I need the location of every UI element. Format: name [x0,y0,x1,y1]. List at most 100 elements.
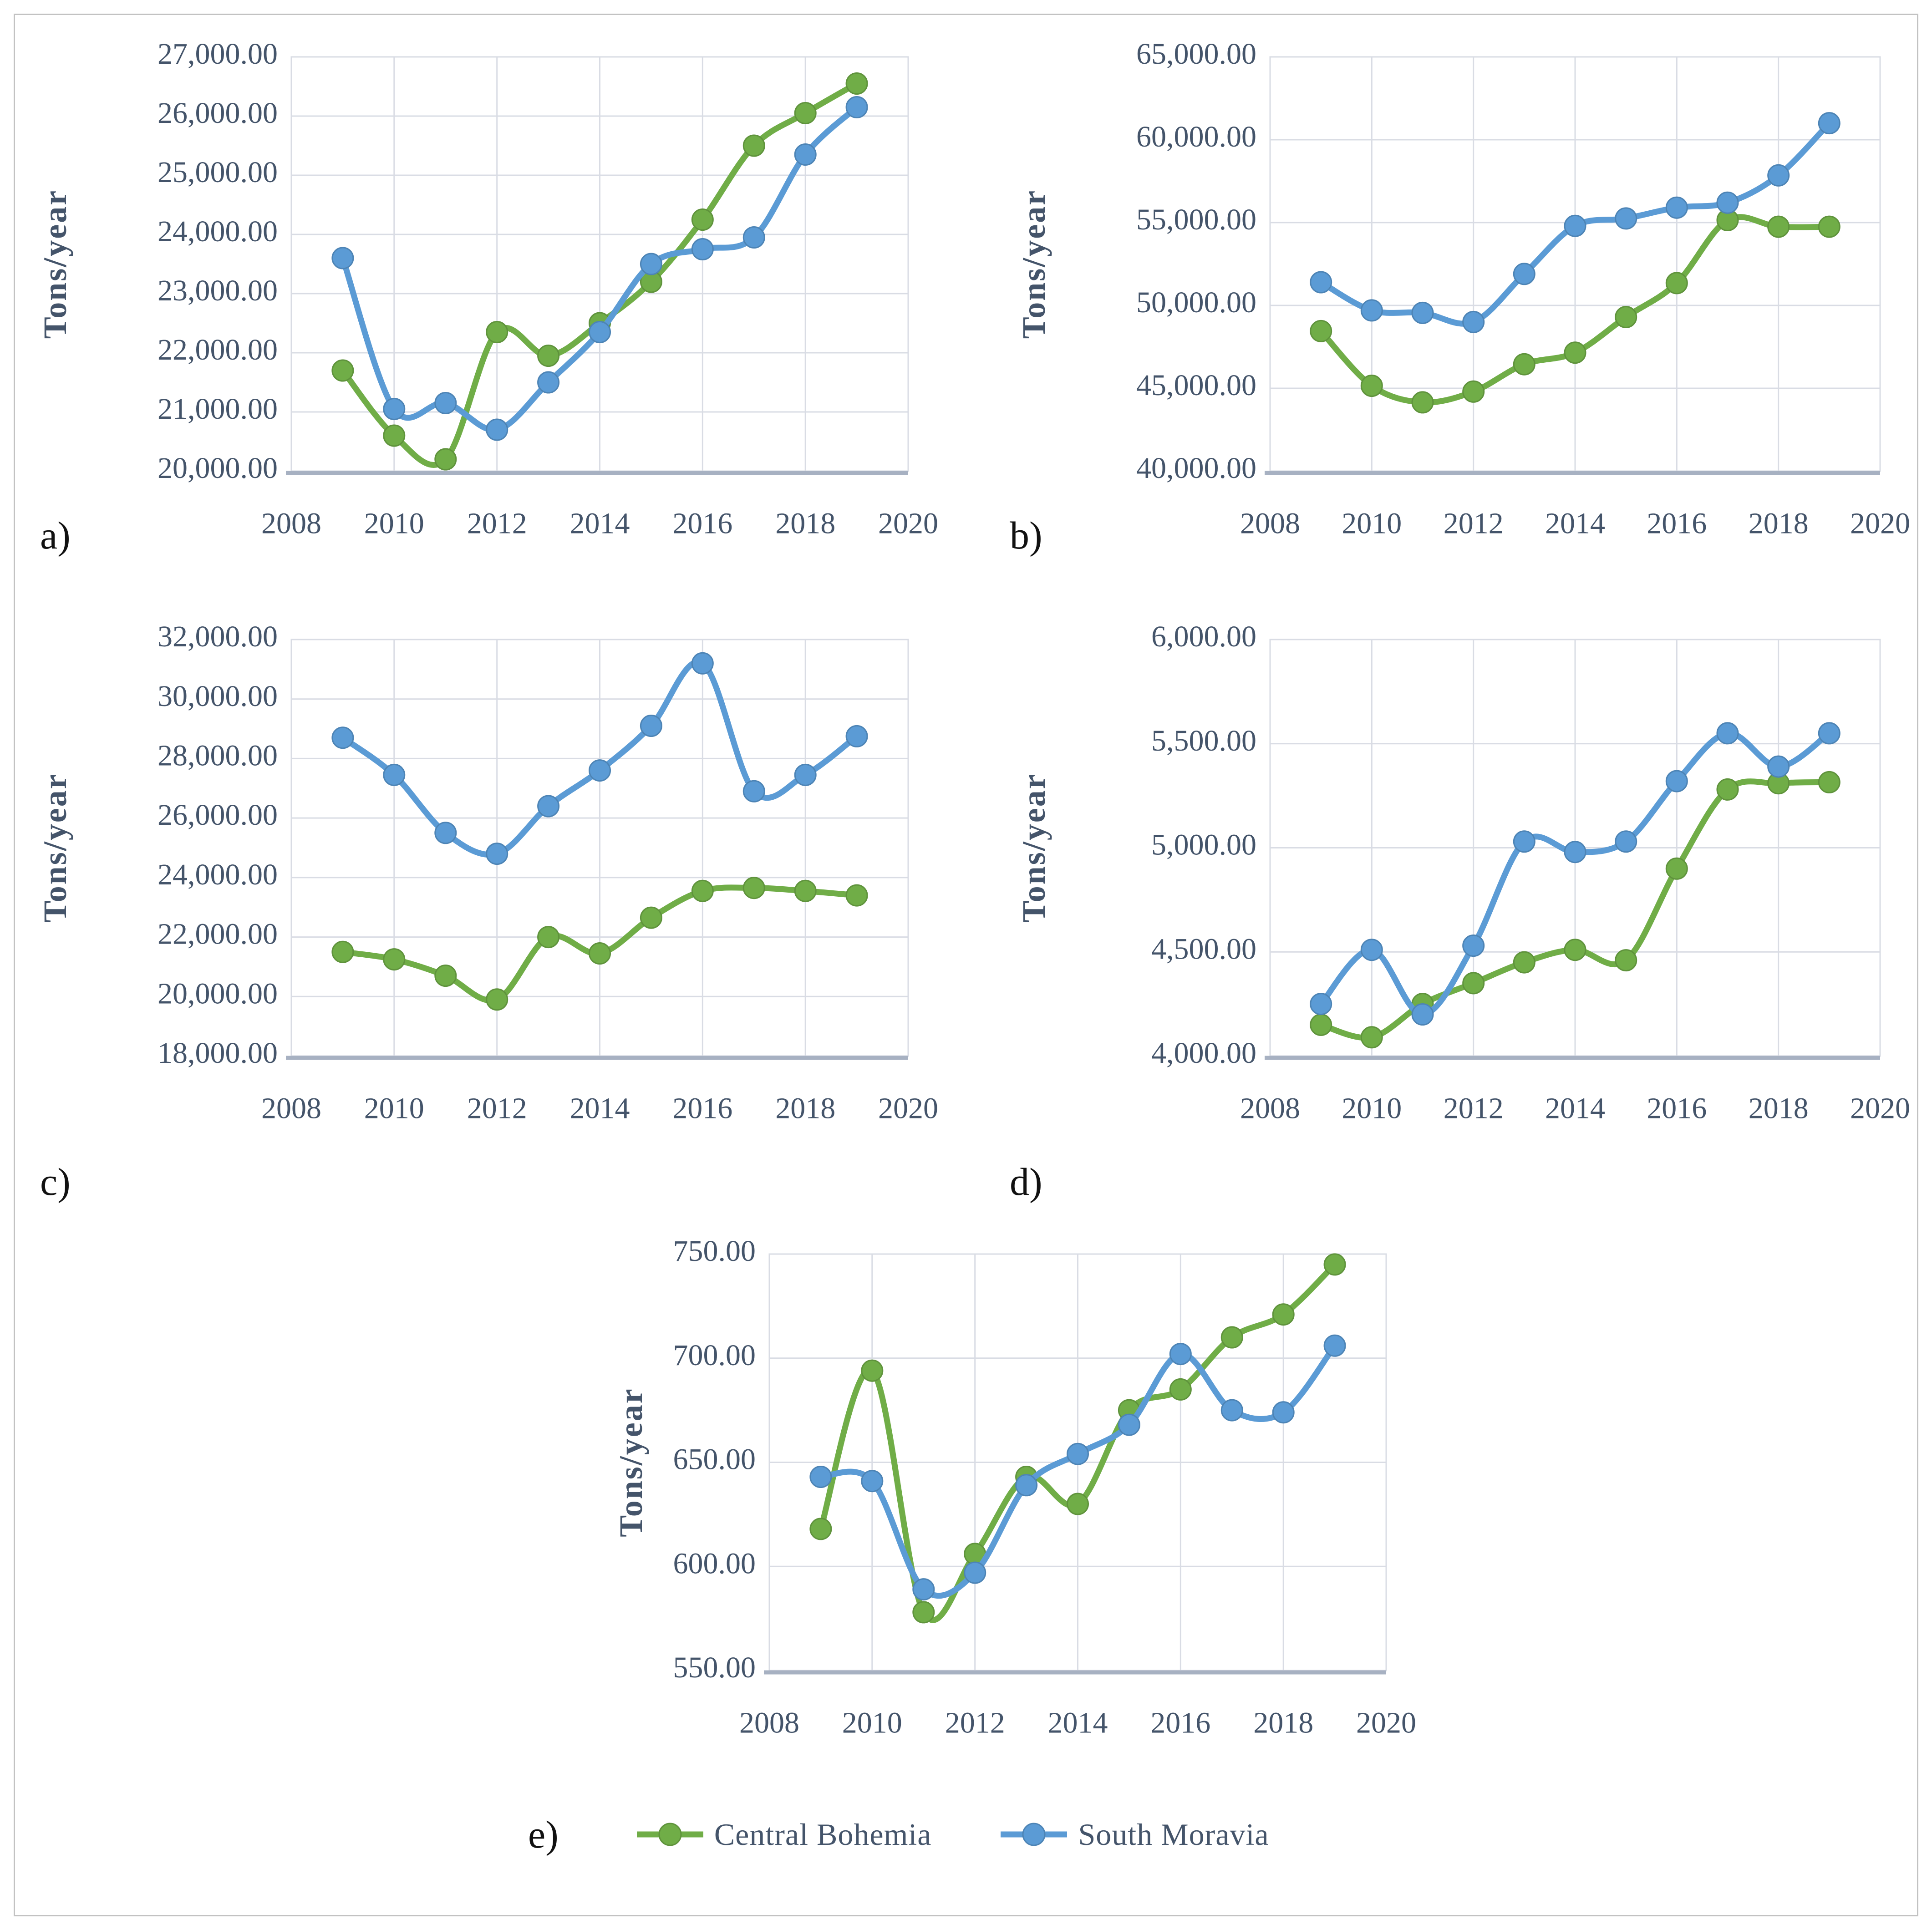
data-point-marker [1615,949,1637,972]
y-tick-label: 30,000.00 [158,680,278,713]
y-tick-label: 50,000.00 [1136,286,1256,319]
data-point-marker [331,247,354,269]
x-tick-label: 2020 [1356,1706,1416,1739]
y-tick-labels: 550.00 600.00 650.00 700.00 750.00 [673,1234,756,1684]
data-point-marker [1615,830,1637,853]
data-point-marker [1767,755,1790,778]
data-point-marker [640,906,662,929]
x-tick-label: 2018 [1749,1092,1809,1125]
data-point-marker [912,1601,935,1624]
series-south-moravia [1310,722,1840,1026]
data-point-marker [1513,830,1535,853]
data-point-marker [1564,341,1586,364]
data-point-marker [434,965,457,987]
y-axis-title: Tons/year [1016,189,1052,339]
data-point-marker [861,1359,884,1382]
y-tick-label: 22,000.00 [158,918,278,951]
x-tick-label: 2010 [842,1706,902,1739]
x-tick-labels: 2008 2010 2012 2014 2016 2018 2020 [1240,507,1910,540]
data-point-marker [1310,320,1332,342]
series-south-moravia [809,1334,1346,1601]
y-tick-label: 650.00 [673,1443,756,1476]
x-tick-label: 2016 [1150,1706,1210,1739]
x-tick-label: 2008 [261,1092,321,1125]
x-tick-label: 2014 [1048,1706,1108,1739]
x-tick-label: 2012 [1444,1092,1504,1125]
data-point-marker [1015,1474,1038,1497]
data-point-marker [1564,214,1586,237]
south-moravia-line-marker-icon [1001,1823,1068,1846]
y-tick-label: 5,500.00 [1151,724,1256,757]
y-tick-label: 65,000.00 [1136,37,1256,71]
x-tick-label: 2008 [1240,507,1300,540]
data-point-marker [537,926,560,949]
data-point-marker [383,424,406,447]
y-tick-labels: 40,000.00 45,000.00 50,000.00 55,000.00 60,0… [1136,37,1256,485]
data-point-marker [1067,1442,1089,1465]
data-point-marker [383,763,406,786]
data-point-marker [794,879,817,902]
y-tick-label: 4,500.00 [1151,932,1256,965]
data-point-marker [1818,771,1840,793]
chart-d-canvas: 4,000.00 4,500.00 5,000.00 5,500.00 6,000.00… [1010,620,1910,1204]
x-tick-label: 2018 [1749,507,1809,540]
data-point-marker [1716,778,1739,801]
x-tick-label: 2008 [739,1706,799,1739]
data-point-marker [589,321,611,343]
data-point-marker [589,942,611,965]
y-tick-label: 4,000.00 [1151,1036,1256,1070]
chart-b-canvas: 40,000.00 45,000.00 50,000.00 55,000.00 60,0… [1010,37,1910,557]
data-point-marker [742,226,765,249]
y-tick-labels: 4,000.00 4,500.00 5,000.00 5,500.00 6,000.00 [1151,620,1256,1070]
series-central-bohemia [1310,209,1840,414]
data-point-marker [434,448,457,471]
data-point-marker [1360,375,1383,397]
data-point-marker [537,345,560,367]
data-point-marker [640,253,662,275]
x-tick-label: 2014 [570,507,630,540]
x-tick-label: 2012 [467,1092,527,1125]
y-tick-label: 28,000.00 [158,739,278,772]
panel-label-a: a) [40,513,71,557]
y-axis-title: Tons/year [37,773,73,922]
x-tick-label: 2018 [1253,1706,1313,1739]
data-point-marker [1220,1399,1243,1422]
data-point-marker [1716,191,1739,214]
data-point-marker [809,1466,832,1488]
y-tick-label: 45,000.00 [1136,369,1256,402]
data-point-marker [486,843,508,865]
y-tick-label: 24,000.00 [158,215,278,248]
data-point-marker [1665,196,1688,219]
data-point-marker [486,321,508,343]
x-tick-labels: 2008 2010 2012 2014 2016 2018 2020 [1240,1092,1910,1125]
data-point-marker [1513,353,1535,376]
y-tick-label: 18,000.00 [158,1036,278,1070]
x-tick-label: 2010 [364,507,424,540]
y-tick-labels: 18,000.00 20,000.00 22,000.00 24,000.00 26,0… [158,620,278,1070]
data-point-marker [742,134,765,157]
data-point-marker [845,884,868,907]
chart-a-canvas: 20,000.00 21,000.00 22,000.00 23,000.00 24,0… [37,37,938,557]
x-tick-labels: 2008 2010 2012 2014 2016 2018 2020 [261,507,938,540]
x-tick-label: 2018 [775,1092,835,1125]
data-point-marker [1665,857,1688,880]
y-tick-label: 20,000.00 [158,452,278,485]
x-tick-labels: 2008 2010 2012 2014 2016 2018 2020 [739,1706,1416,1739]
data-point-marker [434,822,457,844]
y-axis-title: Tons/year [613,1387,649,1537]
y-tick-label: 6,000.00 [1151,620,1256,653]
panel-label-e: e) [528,1813,559,1856]
data-point-marker [861,1470,884,1493]
x-tick-label: 2010 [1342,1092,1402,1125]
legend-label-central-bohemia: Central Bohemia [714,1817,932,1852]
y-tick-labels: 20,000.00 21,000.00 22,000.00 23,000.00 24,0… [158,37,278,485]
data-point-marker [1462,380,1485,403]
data-point-marker [794,143,817,166]
data-point-marker [434,392,457,414]
data-point-marker [1067,1493,1089,1515]
chart-panel-c: 18,000.00 20,000.00 22,000.00 24,000.00 26,0… [27,596,956,1204]
y-tick-label: 550.00 [673,1651,756,1684]
series-south-moravia [1310,112,1840,333]
data-point-marker [1310,271,1332,294]
